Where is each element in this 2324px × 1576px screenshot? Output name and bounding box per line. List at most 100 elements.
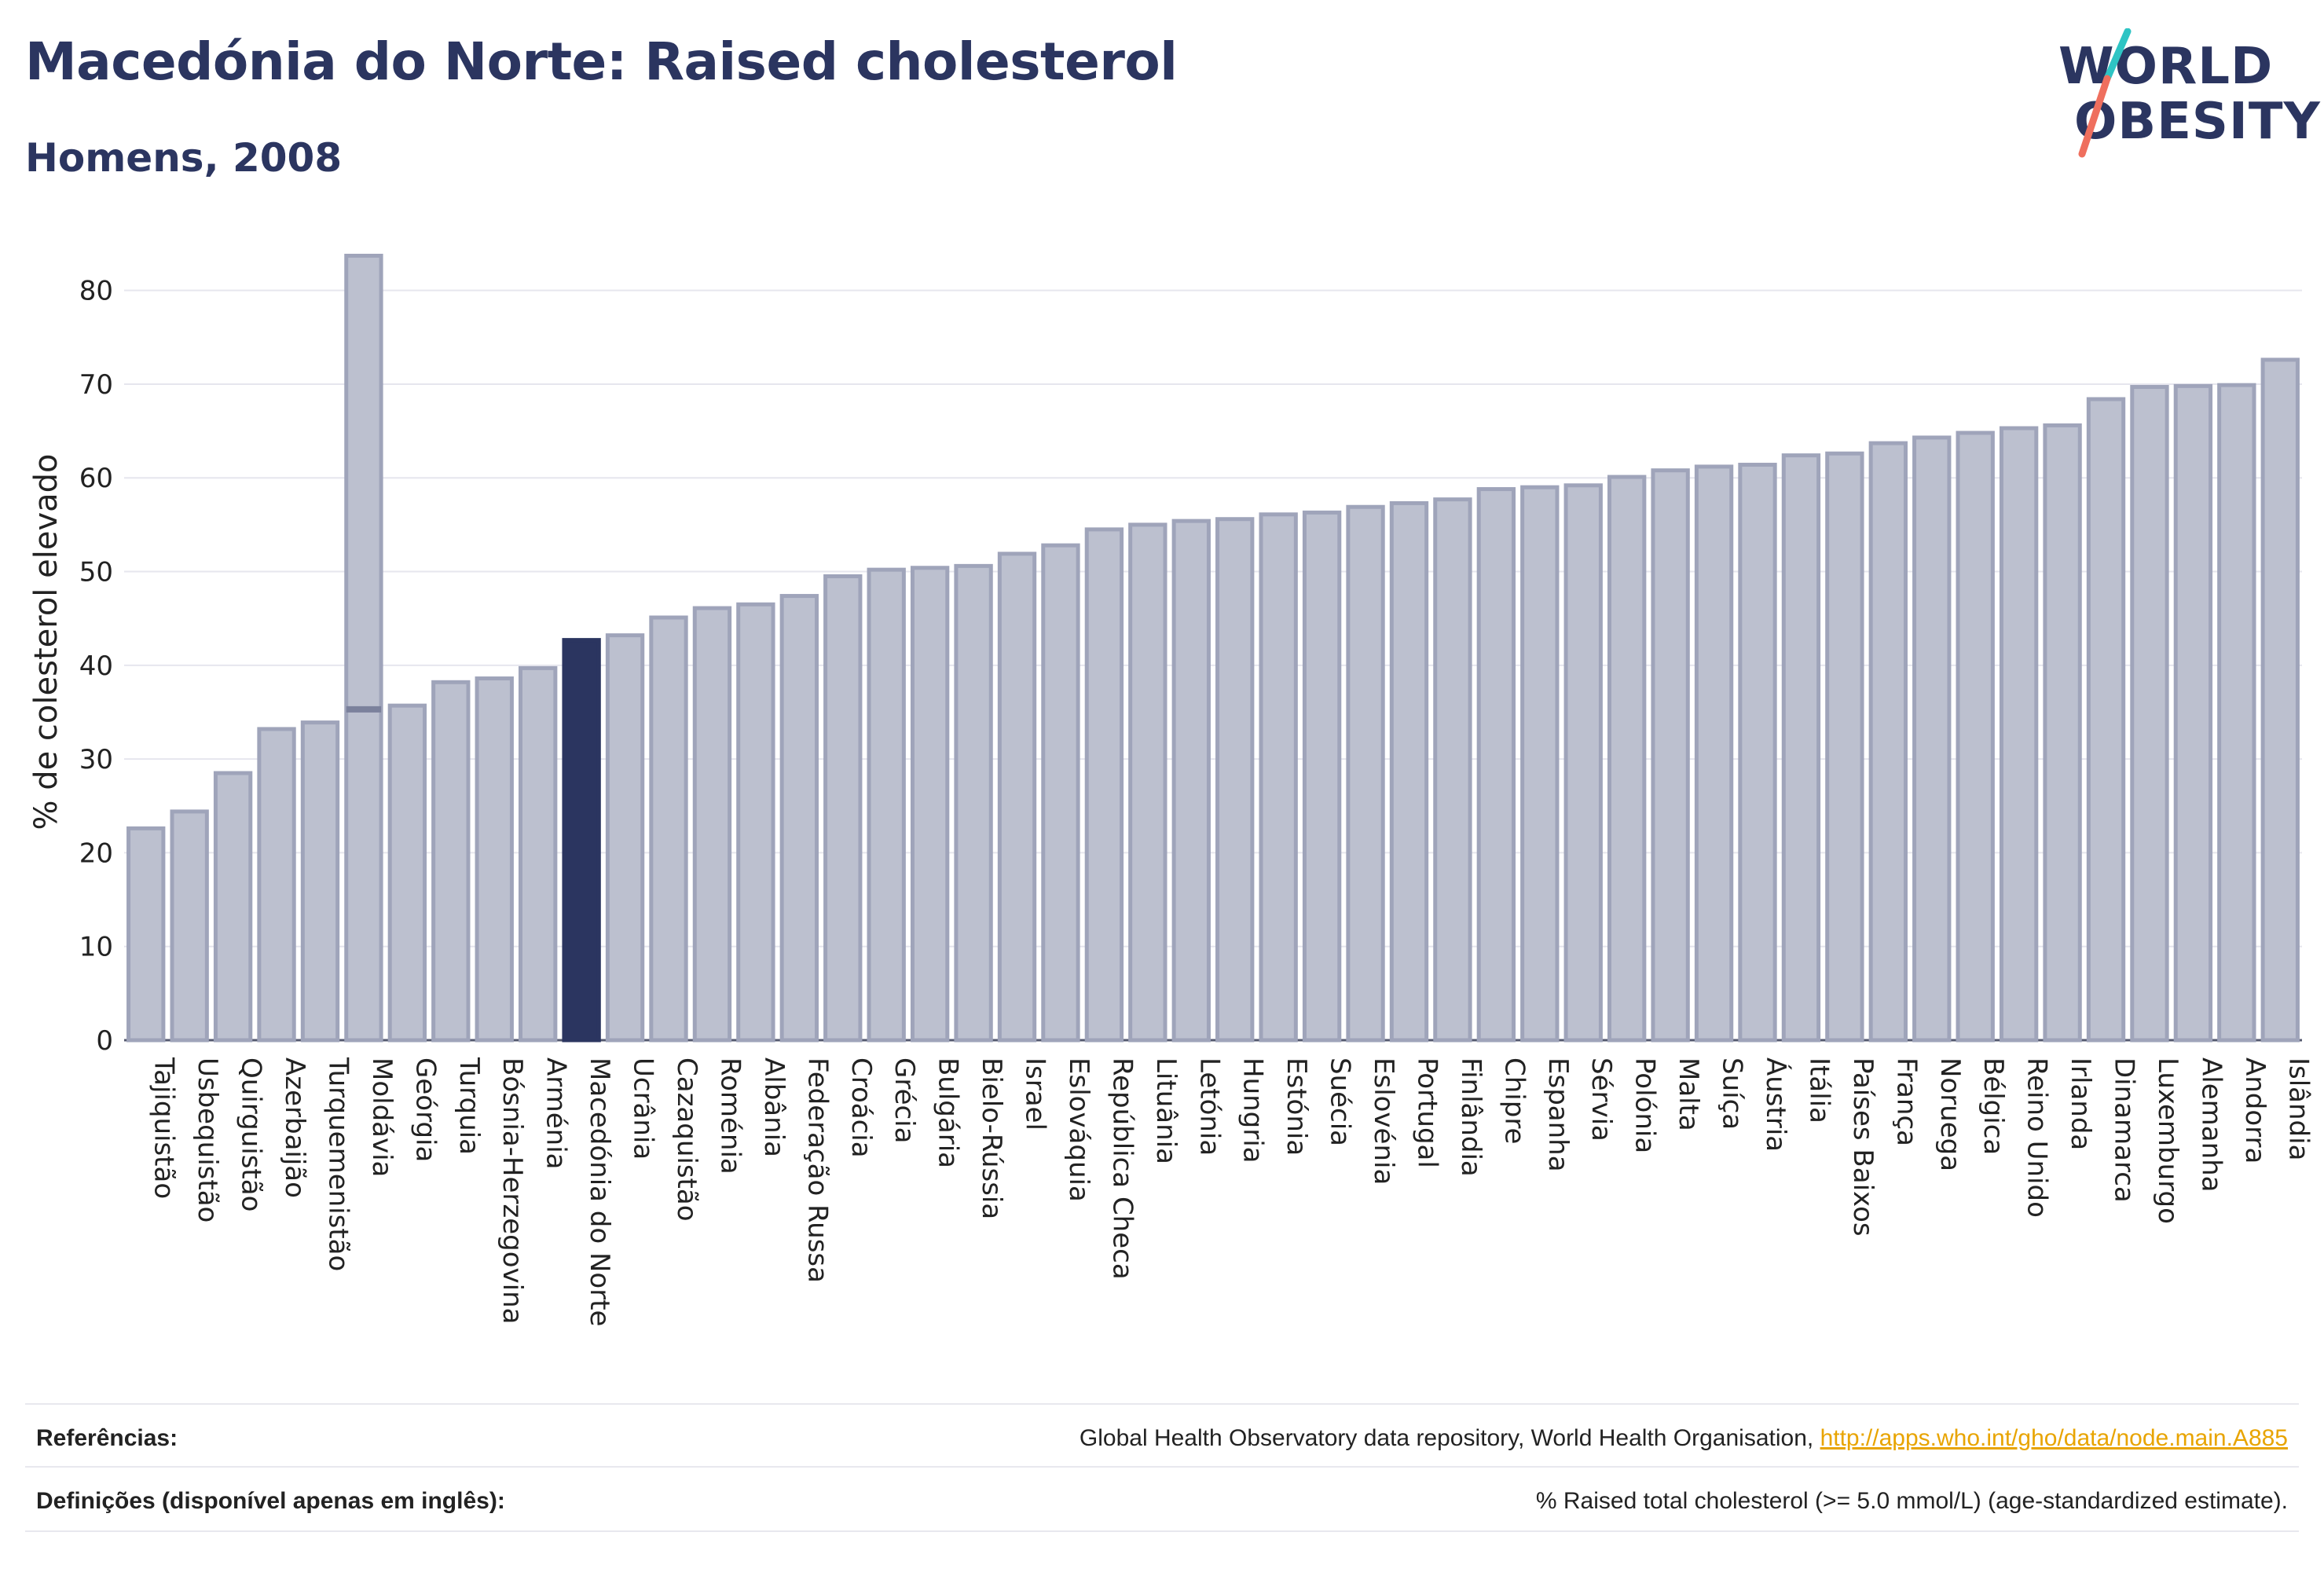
bar[interactable] bbox=[562, 638, 601, 1043]
x-tick-label: Federação Russa bbox=[801, 1057, 833, 1283]
bar[interactable] bbox=[257, 727, 296, 1043]
x-tick-label: França bbox=[1890, 1057, 1922, 1146]
bar[interactable] bbox=[1999, 426, 2039, 1043]
bar[interactable] bbox=[1781, 453, 1821, 1043]
logo-line-1: WORLD bbox=[2058, 38, 2274, 96]
x-tick-label: Turquemenistão bbox=[322, 1057, 354, 1271]
references-link[interactable]: http://apps.who.int/gho/data/node.main.A… bbox=[1820, 1425, 2288, 1451]
bar[interactable] bbox=[1651, 468, 1690, 1043]
bar[interactable] bbox=[431, 680, 471, 1043]
bar[interactable] bbox=[867, 567, 906, 1043]
bar[interactable] bbox=[170, 809, 209, 1043]
bar[interactable] bbox=[1868, 441, 1908, 1043]
x-tick-label: Arménia bbox=[541, 1057, 572, 1170]
bar[interactable] bbox=[1520, 485, 1560, 1043]
bar[interactable] bbox=[2173, 383, 2213, 1043]
bar[interactable] bbox=[300, 720, 340, 1043]
references-text: Global Health Observatory data repositor… bbox=[1079, 1425, 1820, 1451]
x-tick-label: Países Baixos bbox=[1847, 1057, 1879, 1237]
bar[interactable] bbox=[1259, 512, 1298, 1043]
x-tick-label: Itália bbox=[1803, 1057, 1835, 1123]
y-axis-ticks: 0 10 20 30 40 50 60 70 80 bbox=[79, 276, 113, 1057]
bar[interactable] bbox=[1215, 517, 1255, 1043]
bar[interactable] bbox=[997, 552, 1037, 1043]
bar[interactable] bbox=[475, 676, 514, 1043]
x-tick-label: Usbequistão bbox=[192, 1057, 223, 1222]
bar[interactable] bbox=[2086, 397, 2126, 1043]
bar[interactable] bbox=[213, 771, 253, 1043]
bar[interactable] bbox=[126, 826, 166, 1043]
y-tick-label: 0 bbox=[96, 1025, 113, 1057]
x-tick-label: Chipre bbox=[1498, 1057, 1530, 1144]
bar[interactable] bbox=[779, 594, 819, 1043]
bar[interactable] bbox=[519, 665, 558, 1043]
bar[interactable] bbox=[1912, 435, 1952, 1043]
bar[interactable] bbox=[1433, 497, 1472, 1043]
bar[interactable] bbox=[344, 254, 383, 1043]
x-tick-label: Lituânia bbox=[1150, 1057, 1182, 1164]
x-tick-label: Israel bbox=[1020, 1057, 1051, 1131]
y-tick-label: 40 bbox=[79, 651, 113, 682]
bar[interactable] bbox=[2260, 357, 2300, 1043]
references-value: Global Health Observatory data repositor… bbox=[1080, 1425, 2288, 1452]
bar[interactable] bbox=[1171, 519, 1211, 1043]
x-tick-label: Áustria bbox=[1760, 1057, 1792, 1152]
bar[interactable] bbox=[1694, 464, 1734, 1043]
bar[interactable] bbox=[910, 566, 950, 1043]
y-axis-label: % de colesterol elevado bbox=[28, 453, 64, 830]
bar[interactable] bbox=[387, 703, 427, 1043]
bar[interactable] bbox=[1738, 463, 1777, 1043]
bar[interactable] bbox=[692, 606, 732, 1043]
x-tick-label: Roménia bbox=[714, 1057, 746, 1175]
x-tick-label: Croácia bbox=[845, 1057, 877, 1158]
logo-line-2: OBESITY bbox=[2074, 93, 2321, 151]
y-tick-label: 50 bbox=[79, 557, 113, 588]
x-tick-label: Noruega bbox=[1934, 1057, 1966, 1171]
bar[interactable] bbox=[1389, 500, 1429, 1043]
x-tick-label: Eslováquia bbox=[1063, 1057, 1094, 1202]
page-subtitle: Homens, 2008 bbox=[25, 135, 343, 181]
x-tick-label: Alemanha bbox=[2195, 1057, 2227, 1193]
bar[interactable] bbox=[1302, 510, 1342, 1043]
y-tick-label: 70 bbox=[79, 369, 113, 401]
references-label: Referências: bbox=[36, 1425, 178, 1451]
x-tick-label: Malta bbox=[1673, 1057, 1704, 1131]
bar[interactable] bbox=[1476, 487, 1516, 1043]
x-tick-label: Quirguistão bbox=[236, 1057, 267, 1211]
definitions-label: Definições (disponível apenas em inglês)… bbox=[36, 1488, 505, 1514]
bar[interactable] bbox=[1956, 431, 1995, 1043]
bar[interactable] bbox=[1128, 522, 1167, 1043]
y-tick-label: 80 bbox=[79, 276, 113, 307]
x-tick-label: Estónia bbox=[1281, 1057, 1312, 1156]
bar[interactable] bbox=[1041, 543, 1080, 1043]
x-tick-label: Portugal bbox=[1411, 1057, 1442, 1168]
x-tick-label: Polónia bbox=[1629, 1057, 1661, 1153]
bar[interactable] bbox=[1563, 483, 1603, 1043]
x-tick-label: Geórgia bbox=[409, 1057, 441, 1162]
bar[interactable] bbox=[2217, 383, 2256, 1043]
bar[interactable] bbox=[1346, 504, 1385, 1043]
x-tick-label: Suécia bbox=[1325, 1057, 1356, 1146]
x-axis-labels: Tajiquistão Usbequistão Quirguistão Azerbai… bbox=[148, 1057, 2315, 1326]
bar[interactable] bbox=[954, 563, 993, 1043]
bar[interactable] bbox=[605, 633, 645, 1043]
y-tick-label: 30 bbox=[79, 744, 113, 775]
bar[interactable] bbox=[2130, 385, 2169, 1043]
x-tick-label: Espanha bbox=[1542, 1057, 1574, 1172]
bar[interactable] bbox=[736, 602, 775, 1043]
x-tick-label: Bélgica bbox=[1978, 1057, 2009, 1155]
bar[interactable] bbox=[1825, 451, 1864, 1043]
world-obesity-logo[interactable]: WORLD OBESITY bbox=[2035, 28, 2320, 170]
bar[interactable] bbox=[649, 615, 688, 1043]
bar[interactable] bbox=[1084, 527, 1124, 1043]
x-tick-label: Islândia bbox=[2282, 1057, 2314, 1160]
x-tick-label: Albânia bbox=[758, 1057, 790, 1157]
x-tick-label: República Checa bbox=[1106, 1057, 1138, 1280]
bar[interactable] bbox=[823, 574, 863, 1043]
x-tick-label: Suíça bbox=[1717, 1057, 1748, 1130]
bar[interactable] bbox=[2043, 423, 2082, 1043]
page-title: Macedónia do Norte: Raised cholesterol bbox=[25, 31, 1178, 92]
y-tick-label: 60 bbox=[79, 463, 113, 494]
bar[interactable] bbox=[1607, 475, 1647, 1043]
definitions-value: % Raised total cholesterol (>= 5.0 mmol/… bbox=[1535, 1488, 2288, 1514]
